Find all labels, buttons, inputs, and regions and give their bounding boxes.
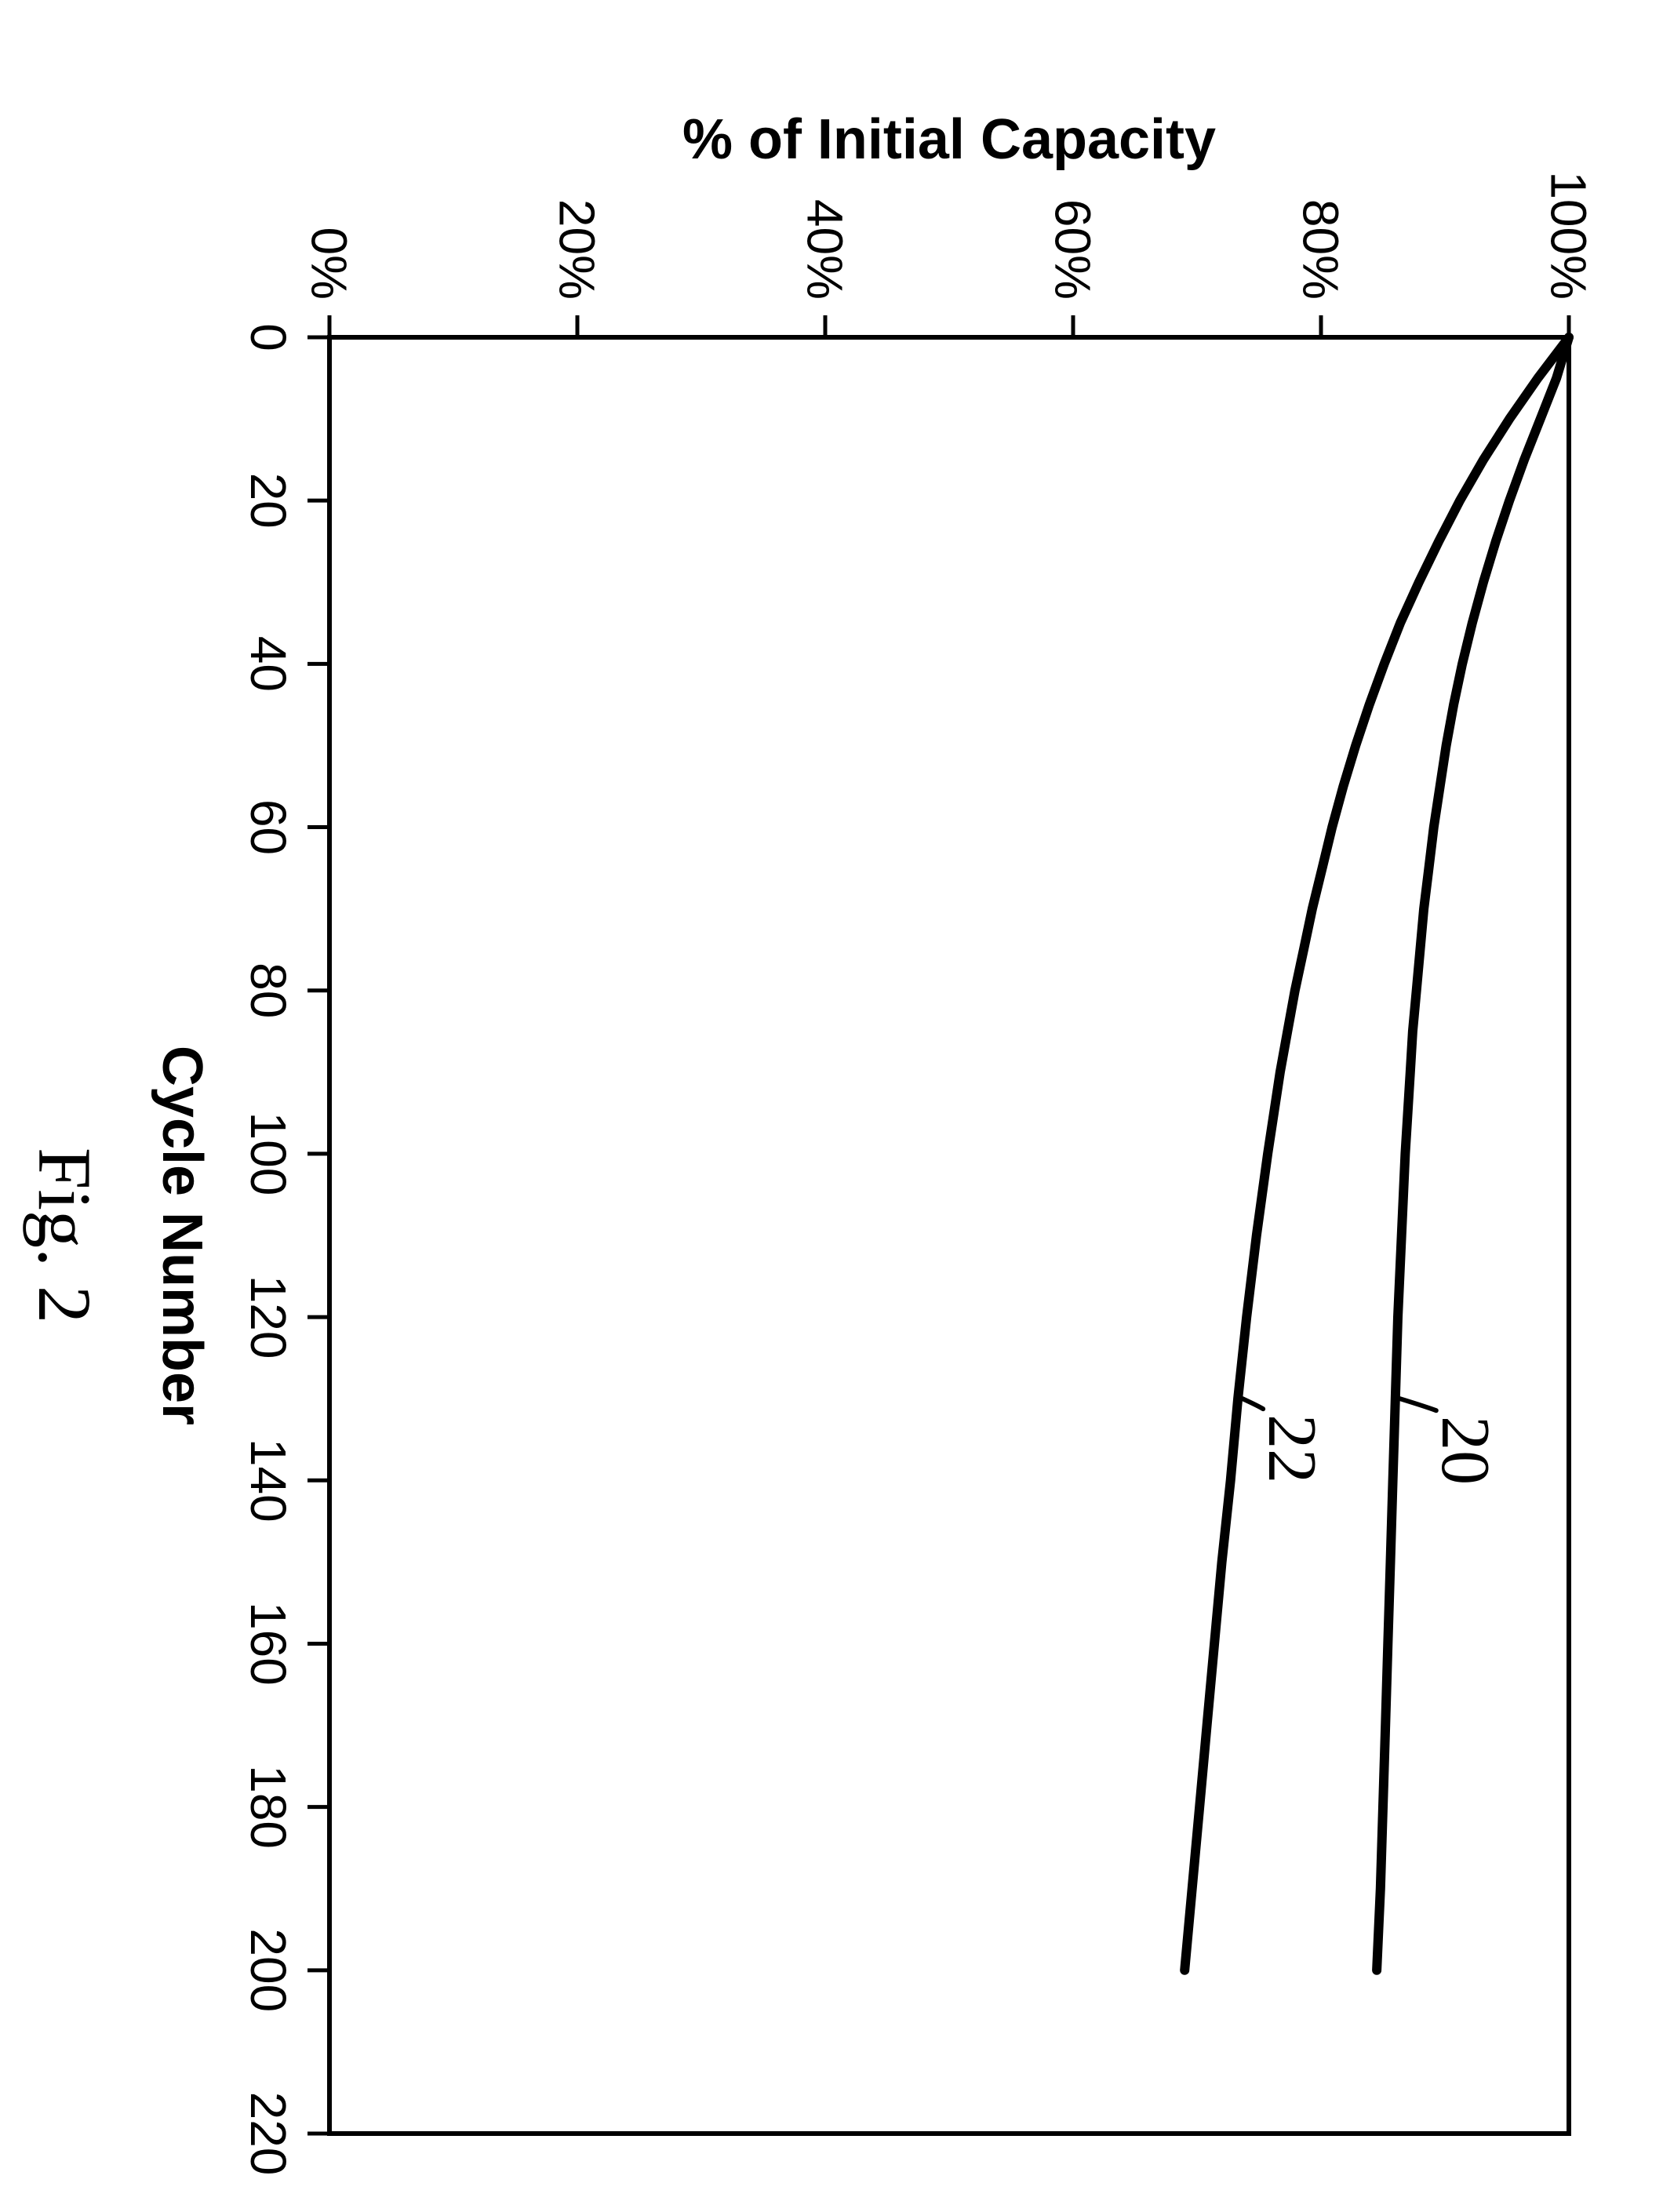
y-tick-label: 100% — [1541, 171, 1597, 300]
rotated-canvas: 0 20 40 60 80 100 120 140 160 180 200 220 0% 20% 40% 60… — [0, 0, 1663, 2212]
chart-container: 0 20 40 60 80 100 120 140 160 180 200 220 0% 20% 40% 60… — [0, 0, 1663, 2212]
x-tick-label: 220 — [240, 2092, 297, 2176]
page: 0 20 40 60 80 100 120 140 160 180 200 220 0% 20% 40% 60… — [0, 0, 1663, 2212]
y-tick-label: 20% — [549, 199, 606, 300]
x-tick-label: 120 — [240, 1275, 297, 1359]
x-tick-label: 140 — [240, 1439, 297, 1523]
y-tick-label: 80% — [1293, 199, 1349, 300]
y-tick-label: 60% — [1045, 199, 1101, 300]
y-tick-label: 40% — [797, 199, 853, 300]
x-tick-label: 200 — [240, 1928, 297, 2012]
x-tick-label: 40 — [240, 636, 297, 692]
series-annotation-22: 22 — [1254, 1414, 1330, 1483]
capacity-fade-chart: 0 20 40 60 80 100 120 140 160 180 200 220 0% 20% 40% 60… — [0, 0, 1663, 2212]
x-tick-label: 20 — [240, 473, 297, 529]
x-tick-label: 100 — [240, 1112, 297, 1196]
x-tick-label: 180 — [240, 1765, 297, 1849]
x-tick-label: 160 — [240, 1602, 297, 1686]
x-tick-label: 60 — [240, 799, 297, 855]
x-tick-label: 80 — [240, 962, 297, 1018]
series-annotation-20: 20 — [1427, 1416, 1503, 1485]
x-tick-label: 0 — [240, 323, 297, 351]
figure-caption: Fig. 2 — [23, 1148, 107, 1323]
y-axis-title: % of Initial Capacity — [682, 108, 1216, 171]
x-axis-title: Cycle Number — [151, 1046, 213, 1425]
y-tick-label: 0% — [301, 227, 358, 300]
